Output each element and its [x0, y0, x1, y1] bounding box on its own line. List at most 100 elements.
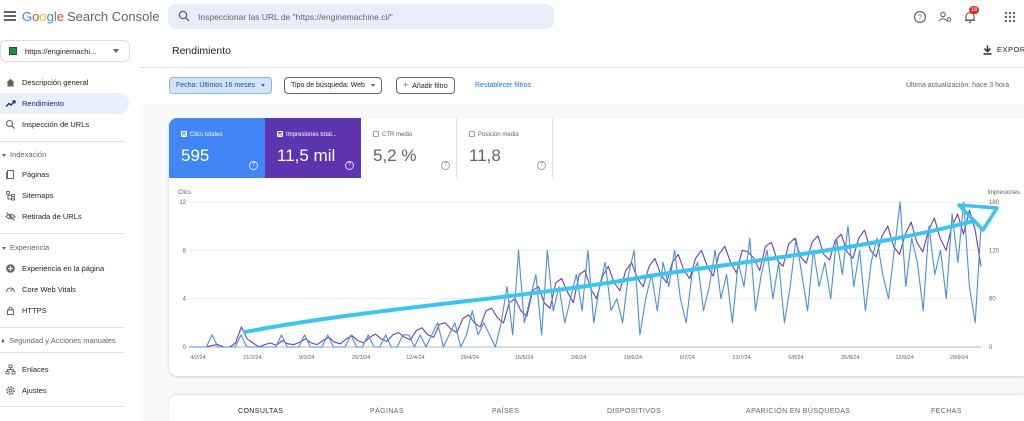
x-tick-label: 26/3/24 [352, 355, 370, 361]
metric-average-position[interactable]: Posición media 11,8 ? [457, 118, 553, 178]
y-tick-right: 60 [989, 297, 996, 303]
plus-circle-icon [6, 264, 15, 273]
section-experience-toggle[interactable]: Experiencia [2, 243, 49, 252]
metric-total-impressions[interactable]: Impresiones total... 11,5 mil ? [265, 118, 361, 178]
checkbox-checked-icon [181, 131, 187, 137]
property-url: https://enginemachi... [25, 47, 97, 56]
tab-queries[interactable]: CONSULTAS [238, 408, 284, 415]
trending-up-icon [5, 100, 16, 107]
add-filter-button[interactable]: + Añadir filtro [396, 77, 455, 94]
metric-value: 11,8 [469, 146, 501, 165]
x-tick-label: 4/2/24 [190, 355, 205, 361]
x-tick-label: 12/4/24 [406, 355, 424, 361]
metric-average-ctr[interactable]: CTR medio 5,2 % ? [361, 118, 457, 178]
x-tick-label: 9/3/24 [299, 355, 314, 361]
trend-annotation-stroke [243, 219, 976, 334]
x-tick-label: 6/7/24 [680, 355, 695, 361]
impressions-series-line [189, 209, 982, 348]
sidebar-item-links[interactable]: Enlaces [0, 359, 129, 380]
url-inspection-input[interactable] [198, 8, 538, 25]
sidebar-item-core-web-vitals[interactable]: Core Web Vitals [0, 279, 129, 300]
page-title: Rendimiento [172, 45, 231, 57]
page-header: Rendimiento EXPORT [140, 34, 1024, 68]
sidebar-item-settings[interactable]: Ajustes [0, 380, 129, 401]
property-selector[interactable]: https://enginemachi... [0, 40, 130, 62]
sidebar-item-overview[interactable]: Descripción general [0, 72, 129, 93]
sidebar-item-page-experience[interactable]: Experiencia en la página [0, 258, 129, 279]
metric-value: 11,5 mil [277, 146, 336, 165]
plus-icon: + [403, 80, 409, 90]
home-icon [6, 78, 15, 87]
section-security-toggle[interactable]: Seguridad y Acciones manuales [2, 336, 116, 345]
export-label: EXPORT [997, 45, 1024, 54]
y-tick-right: 180 [989, 200, 1000, 206]
export-button[interactable]: EXPORT [983, 45, 1024, 55]
performance-card: Clics totales 595 ? Impresiones total...… [169, 118, 1024, 376]
filter-bar: Fecha: Últimos 16 meses Tipo de búsqueda… [140, 68, 1024, 104]
url-inspection-search[interactable] [168, 4, 554, 29]
speed-icon [5, 287, 16, 293]
chevron-down-icon [260, 83, 265, 87]
sidebar-divider [0, 233, 124, 234]
tab-devices[interactable]: DISPOSITIVOS [607, 408, 662, 415]
y-axis-right-title: Impresiones [987, 190, 1020, 196]
y-tick-right: 120 [989, 248, 1000, 254]
sidebar-item-https[interactable]: HTTPS [0, 300, 129, 321]
last-update-text: Última actualización: hace 3 hora [906, 82, 1010, 89]
tab-countries[interactable]: PAÍSES [492, 408, 520, 415]
x-tick-label: 2/6/24 [571, 355, 586, 361]
search-icon [178, 10, 190, 22]
metric-value: 595 [181, 146, 210, 165]
sidebar-item-removals[interactable]: Retirada de URLs [0, 206, 129, 227]
help-icon[interactable]: ? [249, 161, 258, 170]
chevron-down-icon [2, 153, 6, 157]
trend-arrow-annotation [957, 203, 999, 232]
account-settings-icon[interactable] [938, 10, 952, 24]
tab-dates[interactable]: FECHAS [931, 408, 962, 415]
chevron-down-icon [113, 49, 119, 53]
help-icon[interactable]: ? [345, 161, 354, 170]
x-tick-label: 19/6/24 [624, 355, 642, 361]
sidebar-divider [0, 352, 124, 353]
clicks-series-line [189, 201, 982, 348]
sidebar-item-performance[interactable]: Rendimiento [0, 93, 129, 114]
product-logo[interactable]: Google Search Console [22, 9, 159, 24]
y-tick-left: 8 [183, 248, 187, 254]
y-tick-left: 12 [179, 200, 186, 206]
chevron-down-icon [2, 246, 6, 250]
x-tick-label: 29/4/24 [461, 355, 479, 361]
search-type-filter-chip[interactable]: Tipo de búsqueda: Web [284, 77, 382, 94]
sidebar-item-url-inspection[interactable]: Inspección de URLs [0, 114, 129, 135]
x-tick-label: 16/5/24 [515, 355, 533, 361]
help-icon[interactable]: ? [537, 161, 546, 170]
sidebar-item-sitemaps[interactable]: Sitemaps [0, 185, 129, 206]
help-icon[interactable]: ? [441, 161, 450, 170]
y-axis-left-title: Clics [178, 190, 191, 196]
checkbox-checked-icon [277, 131, 283, 137]
help-icon[interactable]: ? [913, 10, 927, 24]
lock-icon [7, 306, 14, 315]
notification-count-badge: 18 [969, 6, 980, 14]
x-tick-label: 21/2/24 [243, 355, 261, 361]
apps-grid-icon[interactable] [1003, 10, 1017, 24]
menu-icon[interactable] [4, 9, 16, 23]
sidebar-item-pages[interactable]: Páginas [0, 164, 129, 185]
tab-search-appearance[interactable]: APARICIÓN EN BÚSQUEDAS [746, 408, 851, 415]
x-tick-label: 9/8/24 [788, 355, 803, 361]
reset-filters-link[interactable]: Restablecer filtros [475, 82, 532, 89]
sidebar-divider [0, 406, 124, 407]
date-filter-chip[interactable]: Fecha: Últimos 16 meses [169, 77, 272, 94]
y-tick-left: 4 [183, 297, 187, 303]
sidebar-nav: https://enginemachi... Descripción gener… [0, 34, 140, 421]
svg-text:?: ? [918, 15, 922, 22]
metric-total-clicks[interactable]: Clics totales 595 ? [169, 118, 265, 178]
links-icon [5, 364, 16, 375]
metric-value: 5,2 % [373, 146, 417, 165]
chevron-down-icon [370, 83, 375, 87]
sidebar-divider [0, 327, 124, 328]
tab-pages[interactable]: PÁGINAS [370, 408, 404, 415]
checkbox-unchecked-icon [373, 131, 379, 137]
section-indexing-toggle[interactable]: Indexación [2, 150, 46, 159]
